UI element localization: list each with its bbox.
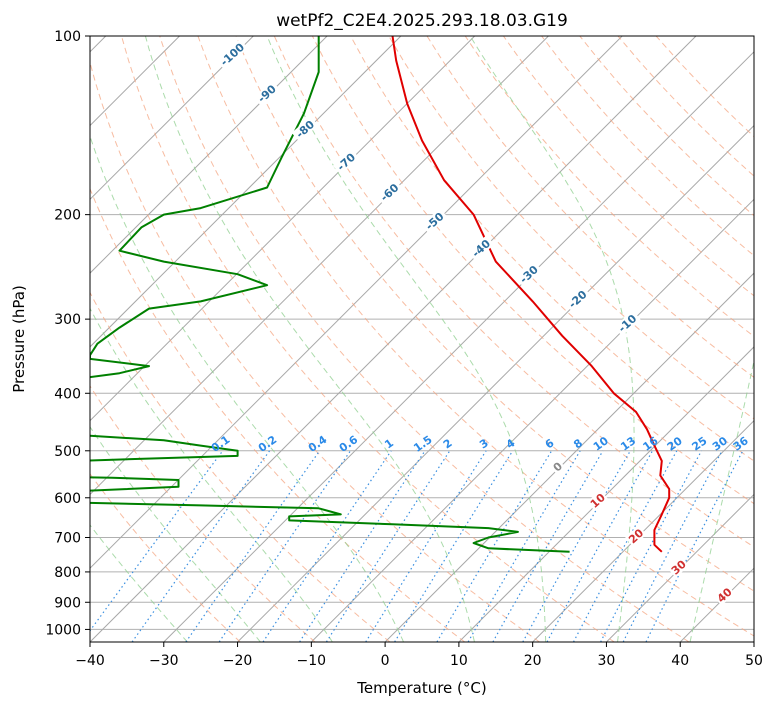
moist-adiabat-line <box>469 36 635 642</box>
x-tick-label: 30 <box>598 653 616 669</box>
dry-adiabat-line <box>388 36 754 420</box>
isotherm-label-background <box>713 584 736 606</box>
dry-adiabat-line <box>90 291 391 642</box>
x-axis-label: Temperature (°C) <box>356 679 486 697</box>
dry-adiabat-line <box>311 36 754 505</box>
plot-frame <box>89 35 755 643</box>
y-tick-label: 900 <box>54 595 81 611</box>
y-tick-label: 1000 <box>45 622 81 638</box>
isotherm-label-background <box>467 235 495 262</box>
pressure-grid <box>90 36 754 630</box>
mixing-ratio-line <box>572 450 678 642</box>
y-tick-label: 400 <box>54 386 81 402</box>
isotherm-line <box>237 124 754 642</box>
isotherm-label-background <box>421 208 448 234</box>
isotherm-line <box>310 198 754 642</box>
isotherm-line <box>384 272 754 642</box>
moist-adiabat-line <box>144 36 475 642</box>
moist-adiabat-line <box>90 134 405 642</box>
mixing-ratio-line <box>394 450 514 642</box>
isotherm-label-background <box>216 39 249 70</box>
moist-adiabat-line <box>90 425 261 642</box>
moist-adiabats <box>90 36 754 642</box>
mixing-ratio-line <box>299 450 426 642</box>
dewpoint-profile-line <box>90 36 570 553</box>
x-tick-label: 40 <box>671 653 689 669</box>
x-tick-label: 10 <box>450 653 468 669</box>
dry-adiabats <box>90 36 754 642</box>
dry-adiabat-line <box>350 36 754 462</box>
chart-title: wetPf2_C2E4.2025.293.18.03.G19 <box>276 11 568 31</box>
moist-adiabat-line <box>266 36 547 642</box>
isotherm-line <box>90 36 697 642</box>
y-tick-label: 700 <box>54 531 81 547</box>
x-tick-label: 20 <box>524 653 542 669</box>
x-tick-label: 0 <box>381 653 390 669</box>
dry-adiabat-line <box>464 36 754 338</box>
dry-adiabat-line <box>159 36 690 642</box>
x-tick-label: −30 <box>149 653 179 669</box>
x-tick-label: 50 <box>745 653 763 669</box>
isotherm-line <box>606 493 754 642</box>
dry-adiabat-line <box>426 36 754 379</box>
isotherm-line <box>90 36 254 201</box>
plot-area <box>90 36 754 642</box>
x-tick-label: −40 <box>75 653 105 669</box>
y-tick-label: 300 <box>54 312 81 328</box>
isotherm-label-background <box>253 80 281 107</box>
isotherm-label-background <box>376 179 403 206</box>
mixing-ratio-line <box>467 450 581 642</box>
mixing-ratio-line <box>600 450 703 642</box>
dry-adiabat-line <box>235 36 754 592</box>
isotherm-label-background <box>291 116 319 142</box>
skewed-isotherms <box>90 36 754 642</box>
isotherm-line <box>90 36 549 496</box>
x-tick-label: −10 <box>297 653 327 669</box>
isotherm-line <box>163 51 754 642</box>
isotherm-label-background <box>515 261 543 288</box>
isotherm-label-zero: 0 <box>549 458 566 475</box>
mixing-ratio-line <box>218 450 351 642</box>
isotherm-line <box>90 36 623 569</box>
sounding-profiles <box>90 36 671 553</box>
isotherm-label-background <box>564 286 591 312</box>
dry-adiabat-line <box>197 36 754 637</box>
y-tick-label: 100 <box>54 29 81 45</box>
isotherm-label-background <box>625 525 647 547</box>
y-tick-label: 500 <box>54 444 81 460</box>
isotherm-line <box>90 36 476 422</box>
isotherm-label-background <box>667 556 690 578</box>
y-axis-label: Pressure (hPa) <box>10 285 28 393</box>
y-tick-label: 200 <box>54 208 81 224</box>
x-axis-ticks: −40 −30 −20 −10 0 10 20 30 40 50 <box>75 642 763 669</box>
temperature-profile-line <box>391 36 671 553</box>
mixing-ratio-line <box>365 450 487 642</box>
isotherm-line <box>458 346 754 642</box>
isotherm-line <box>90 36 328 274</box>
isotherm-label-background <box>613 310 641 337</box>
dry-adiabat-line <box>90 60 540 642</box>
moist-adiabat-line <box>689 358 754 642</box>
dry-adiabat-line <box>90 472 241 642</box>
mixing-ratio-line <box>262 450 392 642</box>
dry-adiabat-line <box>121 36 615 642</box>
isotherm-label-background <box>549 458 566 475</box>
mixing-ratio-lines <box>90 450 744 642</box>
dry-adiabat-line <box>273 36 754 548</box>
y-tick-label: 800 <box>54 565 81 581</box>
x-tick-label: −20 <box>223 653 253 669</box>
mixing-ratio-line <box>185 450 321 642</box>
mixing-ratio-line <box>436 450 553 642</box>
y-axis-ticks: 100 200 300 400 500 600 700 800 900 1000 <box>45 29 90 638</box>
dry-adiabat-line <box>90 187 466 642</box>
y-tick-label: 600 <box>54 491 81 507</box>
isotherm-label-background <box>332 148 360 175</box>
isotherm-label-background <box>586 490 609 511</box>
dry-adiabat-line <box>90 385 316 642</box>
mixing-ratio-line <box>325 450 451 642</box>
